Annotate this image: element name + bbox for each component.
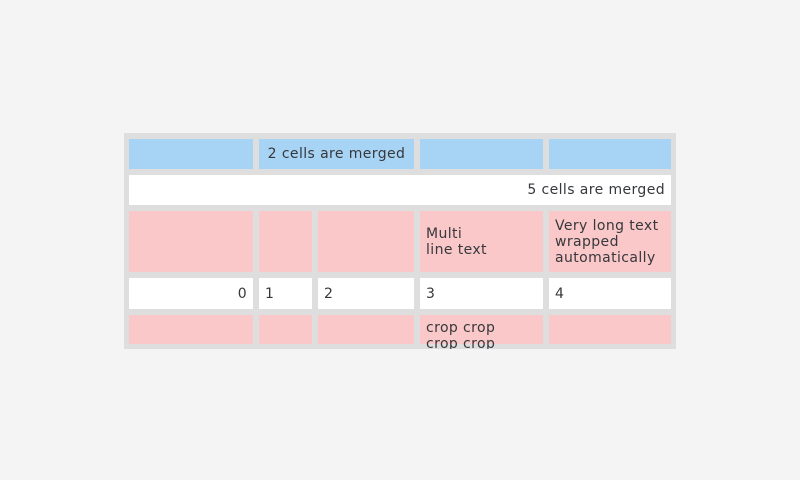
- number-cell-2[interactable]: 2: [318, 278, 414, 309]
- number-cell-4[interactable]: 4: [549, 278, 671, 309]
- table-cell-r5c2[interactable]: [259, 315, 312, 349]
- number-cell-0[interactable]: 0: [129, 278, 253, 309]
- table-cell-r5c5[interactable]: [549, 315, 671, 349]
- number-cell-3[interactable]: 3: [420, 278, 543, 309]
- table-cell-r3c1[interactable]: [129, 211, 253, 272]
- merged-5-cell[interactable]: 5 cells are merged: [129, 175, 671, 205]
- merged-2-cell[interactable]: 2 cells are merged: [259, 139, 414, 169]
- table-cell-r1c5[interactable]: [549, 139, 671, 169]
- table-widget[interactable]: 2 cells are merged 5 cells are merged Mu…: [124, 133, 676, 349]
- cropped-text-cell[interactable]: crop crop crop crop: [420, 315, 543, 349]
- table-cell-r1c1[interactable]: [129, 139, 253, 169]
- table-cell-r1c4[interactable]: [420, 139, 543, 169]
- multiline-cell[interactable]: Multi line text: [420, 211, 543, 272]
- number-cell-1[interactable]: 1: [259, 278, 312, 309]
- table-cell-r3c2[interactable]: [259, 211, 312, 272]
- table-cell-r3c3[interactable]: [318, 211, 414, 272]
- table-cell-r5c1[interactable]: [129, 315, 253, 349]
- wrapped-text-cell[interactable]: Very long text wrapped automatically: [549, 211, 671, 272]
- table-cell-r5c3[interactable]: [318, 315, 414, 349]
